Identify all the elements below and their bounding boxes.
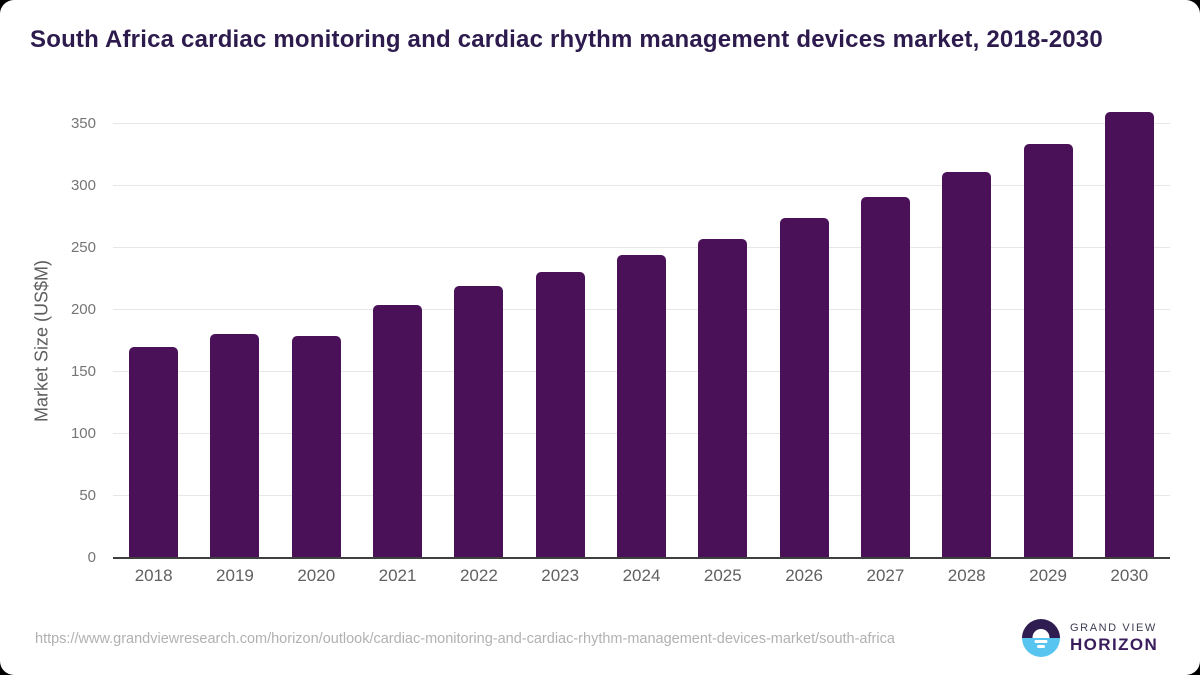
x-tick-label-2024: 2024 bbox=[622, 566, 661, 585]
bar-2023[interactable] bbox=[535, 271, 585, 558]
x-tick-label-2020: 2020 bbox=[297, 566, 336, 585]
bar-2019[interactable] bbox=[210, 333, 260, 558]
bar-2028[interactable] bbox=[942, 172, 992, 558]
y-tick-label-300: 300 bbox=[70, 177, 96, 194]
x-axis-line bbox=[113, 557, 1170, 559]
gridline-250 bbox=[113, 247, 1170, 248]
x-tick-label-2027: 2027 bbox=[866, 566, 905, 585]
x-tick-label-2019: 2019 bbox=[216, 566, 254, 585]
bar-2025[interactable] bbox=[698, 239, 748, 558]
logo-horizon-text: HORIZON bbox=[1070, 634, 1159, 654]
y-tick-label-250: 250 bbox=[70, 239, 96, 256]
bar-2018[interactable] bbox=[129, 347, 179, 558]
logo-text: GRAND VIEW HORIZON bbox=[1070, 622, 1158, 655]
bar-2027[interactable] bbox=[860, 197, 910, 558]
sun-dome-shape bbox=[1032, 629, 1050, 638]
bar-2024[interactable] bbox=[617, 255, 666, 558]
bar-2029[interactable] bbox=[1023, 143, 1073, 558]
y-tick-label-350: 350 bbox=[70, 115, 96, 132]
y-tick-label-0: 0 bbox=[87, 549, 96, 566]
gridline-350 bbox=[113, 123, 1170, 124]
source-url: https://www.grandviewresearch.com/horizo… bbox=[35, 631, 895, 647]
x-tick-label-2022: 2022 bbox=[459, 566, 498, 585]
bar-2022[interactable] bbox=[454, 286, 504, 558]
gridline-300 bbox=[113, 185, 1170, 186]
y-tick-label-200: 200 bbox=[70, 301, 96, 318]
y-tick-label-50: 50 bbox=[79, 487, 96, 504]
brand-logo: GRAND VIEW HORIZON bbox=[1022, 619, 1158, 657]
x-tick-label-2025: 2025 bbox=[703, 566, 742, 585]
x-tick-label-2021: 2021 bbox=[378, 566, 417, 585]
x-tick-label-2028: 2028 bbox=[947, 566, 986, 585]
bar-2021[interactable] bbox=[373, 305, 423, 558]
y-tick-label-100: 100 bbox=[70, 425, 96, 442]
x-tick-label-2023: 2023 bbox=[541, 566, 580, 585]
x-tick-label-2030: 2030 bbox=[1110, 566, 1149, 585]
chart-title: South Africa cardiac monitoring and card… bbox=[30, 26, 1103, 53]
x-tick-label-2029: 2029 bbox=[1029, 566, 1067, 585]
y-axis-label: Market Size (US$M) bbox=[31, 259, 52, 423]
reflection-line-1 bbox=[1034, 640, 1048, 643]
plot-area bbox=[113, 96, 1170, 559]
y-tick-label-150: 150 bbox=[70, 363, 96, 380]
reflection-line-2 bbox=[1037, 645, 1045, 648]
logo-grand-view-text: GRAND VIEW bbox=[1070, 621, 1157, 634]
bar-2026[interactable] bbox=[779, 218, 829, 558]
x-tick-label-2018: 2018 bbox=[134, 566, 173, 585]
bar-2030[interactable] bbox=[1104, 111, 1154, 558]
grandview-horizon-logo-icon bbox=[1022, 619, 1060, 657]
bar-2020[interactable] bbox=[291, 336, 341, 558]
x-tick-label-2026: 2026 bbox=[785, 566, 824, 585]
